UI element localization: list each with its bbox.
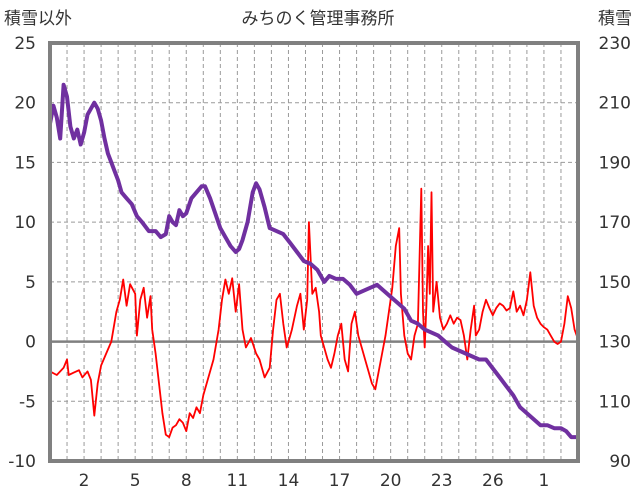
left-tick-label: 0 (25, 333, 36, 353)
right-tick-label: 90 (609, 452, 631, 472)
right-tick-label: 190 (599, 153, 631, 173)
x-tick-label: 17 (329, 471, 351, 491)
vertical-gridlines (66, 43, 562, 461)
x-tick-label: 14 (278, 471, 300, 491)
x-tick-label: 5 (130, 471, 141, 491)
x-tick-label: 23 (431, 471, 453, 491)
left-tick-label: 10 (14, 213, 36, 233)
x-tick-label: 1 (539, 471, 550, 491)
right-tick-label: 230 (599, 34, 631, 54)
left-tick-label: 5 (25, 273, 36, 293)
x-tick-label: 11 (227, 471, 249, 491)
left-tick-label: 20 (14, 94, 36, 114)
left-tick-label: -10 (8, 452, 36, 472)
x-tick-label: 2 (79, 471, 90, 491)
left-tick-label: 15 (14, 153, 36, 173)
right-tick-label: 110 (599, 392, 631, 412)
left-tick-label: 25 (14, 34, 36, 54)
x-tick-label: 20 (380, 471, 402, 491)
right-tick-label: 210 (599, 94, 631, 114)
right-axis-label: 積雪 (598, 9, 632, 29)
left-axis-ticks: 25 20 15 10 5 0 -5 -10 (8, 34, 36, 472)
right-tick-label: 130 (599, 333, 631, 353)
left-tick-label: -5 (19, 392, 36, 412)
x-axis-ticks: 2 5 8 11 14 17 20 23 26 1 (79, 471, 550, 491)
plot-frame (48, 41, 580, 463)
other-series-line (49, 187, 579, 439)
left-axis-label: 積雪以外 (4, 9, 72, 29)
x-tick-label: 26 (482, 471, 504, 491)
right-tick-label: 170 (599, 213, 631, 233)
horizontal-gridlines (50, 102, 578, 402)
right-tick-label: 150 (599, 273, 631, 293)
series-layer (48, 82, 579, 440)
x-tick-label: 8 (181, 471, 192, 491)
chart-title: みちのく管理事務所 (242, 9, 395, 29)
right-axis-ticks: 230 210 190 170 150 130 110 90 (599, 34, 631, 472)
snow-depth-line (48, 82, 578, 440)
